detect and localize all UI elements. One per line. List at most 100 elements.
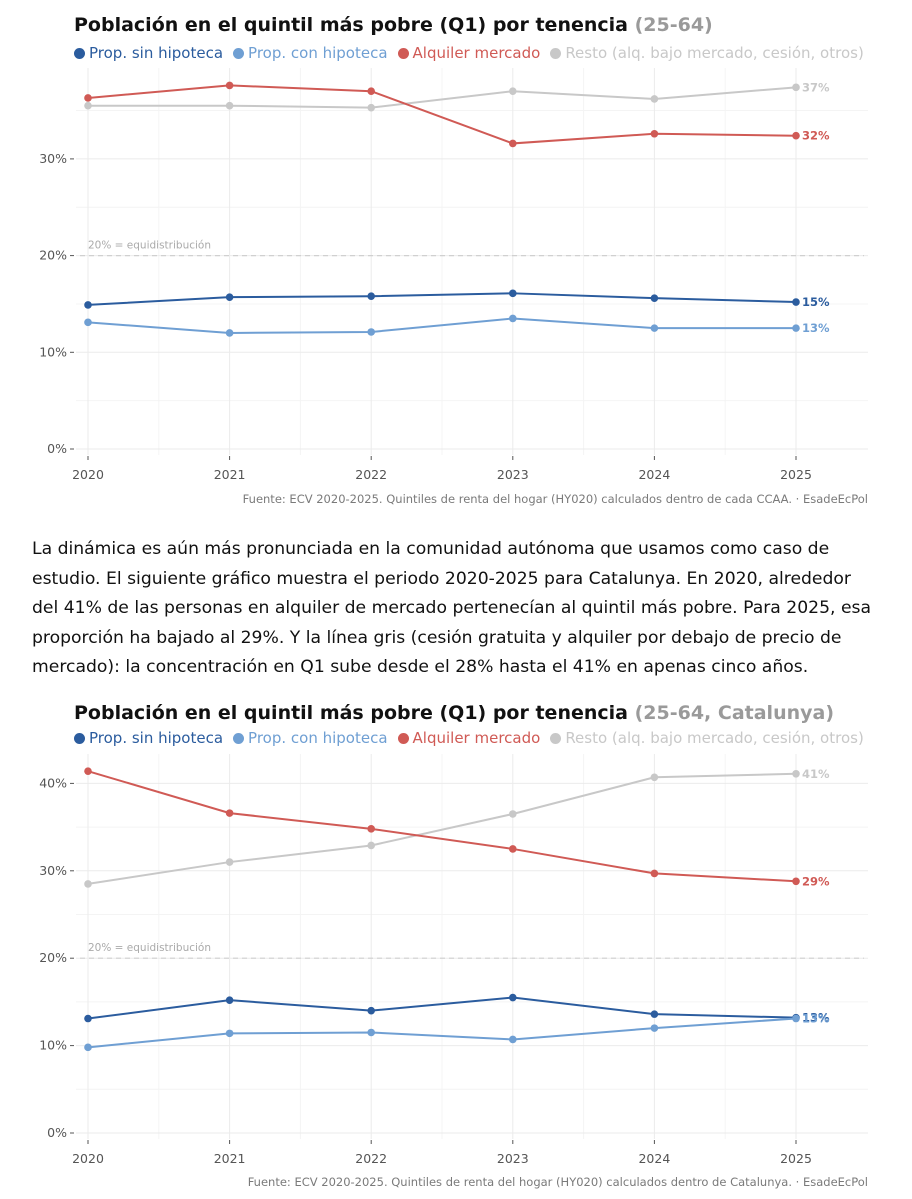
data-point <box>367 841 376 850</box>
legend-item-resto: Resto (alq. bajo mercado, cesión, otros) <box>550 729 864 747</box>
data-point <box>84 880 92 888</box>
data-point <box>84 101 92 110</box>
chart-title: Población en el quintil más pobre (Q1) p… <box>74 702 834 724</box>
legend-dot-icon <box>74 732 85 744</box>
data-point <box>367 1006 376 1015</box>
data-point <box>225 996 234 1004</box>
x-tick-label: 2021 <box>214 1151 246 1166</box>
series-line <box>87 996 797 1020</box>
legend-label: Prop. con hipoteca <box>248 729 388 747</box>
data-point <box>650 869 659 878</box>
equidistribution-label: 20% = equidistribución <box>88 240 211 252</box>
y-tick-label: 0% <box>47 441 67 456</box>
legend-item-resto: Resto (alq. bajo mercado, cesión, otros) <box>550 44 864 62</box>
x-tick-label: 2023 <box>497 1151 529 1166</box>
legend-dot-icon <box>550 732 562 744</box>
data-point <box>792 769 800 778</box>
data-point <box>84 767 92 775</box>
data-point <box>509 1035 517 1044</box>
legend-dot-icon <box>233 732 245 744</box>
data-point <box>367 103 376 112</box>
series-end-label: 13% <box>802 1011 830 1025</box>
data-point <box>792 324 800 332</box>
x-tick-label: 2024 <box>638 1151 670 1166</box>
legend-item-con-hipoteca: Prop. con hipoteca <box>233 44 388 62</box>
series-line <box>87 292 797 306</box>
legend-label: Alquiler mercado <box>412 729 541 747</box>
series-end-label: 37% <box>802 80 830 94</box>
data-point <box>225 101 234 110</box>
data-point <box>367 87 376 96</box>
line-chart-catalunya: 0% 10% 20% 30% 40% 2020 2021 2022 2023 2024 2025 20… <box>39 754 868 1166</box>
data-point <box>225 81 234 90</box>
data-point <box>650 324 659 332</box>
data-point <box>509 993 517 1002</box>
y-tick-label: 20% <box>39 950 67 965</box>
y-tick-label: 30% <box>39 863 67 878</box>
legend-label: Alquiler mercado <box>412 44 541 62</box>
legend-dot-icon <box>397 47 409 59</box>
legend-dot-icon <box>397 732 409 744</box>
chart-title-text: Población en el quintil más pobre (Q1) p… <box>74 14 628 36</box>
data-point <box>225 293 234 301</box>
legend-dot-icon <box>550 47 562 59</box>
x-tick-label: 2020 <box>72 467 104 482</box>
data-point <box>792 83 800 92</box>
data-point <box>367 328 376 336</box>
data-point <box>225 858 234 866</box>
x-tick-label: 2020 <box>72 1151 104 1166</box>
series-end-label: 29% <box>802 874 830 888</box>
data-point <box>650 95 659 103</box>
legend-dot-icon <box>74 47 85 59</box>
series-line <box>87 1017 797 1049</box>
legend-label: Resto (alq. bajo mercado, cesión, otros) <box>565 729 864 747</box>
series-end-label: 13% <box>802 321 830 335</box>
y-tick-label: 10% <box>39 1038 67 1053</box>
y-tick-label: 0% <box>47 1125 67 1140</box>
legend: Prop. sin hipoteca Prop. con hipoteca Al… <box>74 729 864 747</box>
series-line <box>87 317 796 334</box>
chart-subtitle: (25-64) <box>634 14 713 36</box>
chart-source: Fuente: ECV 2020-2025. Quintiles de rent… <box>247 1175 868 1189</box>
legend-item-alquiler-mercado: Alquiler mercado <box>397 729 541 747</box>
series-end-label: 13% <box>802 1012 830 1026</box>
legend: Prop. sin hipoteca Prop. con hipoteca Al… <box>74 44 864 62</box>
data-point <box>509 289 517 298</box>
chart-subtitle: (25-64, Catalunya) <box>634 702 835 724</box>
legend-item-con-hipoteca: Prop. con hipoteca <box>233 729 388 747</box>
data-point <box>509 314 517 323</box>
x-tick-label: 2021 <box>214 467 246 482</box>
data-point <box>367 292 376 301</box>
legend-item-sin-hipoteca: Prop. sin hipoteca <box>74 44 223 62</box>
chart-tenencia-catalunya: 0% 10% 20% 30% 40% 2020 2021 2022 2023 2024 2025 20… <box>0 690 912 1199</box>
data-point <box>509 87 517 96</box>
y-tick-label: 40% <box>39 775 67 790</box>
data-point <box>650 1010 659 1018</box>
data-point <box>225 329 234 337</box>
series-end-label: 32% <box>802 129 830 143</box>
legend-label: Prop. sin hipoteca <box>89 44 224 62</box>
data-point <box>792 298 800 306</box>
data-point <box>509 810 517 818</box>
series-line <box>87 772 797 885</box>
data-point <box>650 129 659 138</box>
chart-tenencia-espana: 0% 10% 20% 30% 2020 2021 2022 2023 2024 2025 20% =… <box>0 0 912 515</box>
legend-item-sin-hipoteca: Prop. sin hipoteca <box>74 729 223 747</box>
data-point <box>367 825 376 833</box>
legend-label: Resto (alq. bajo mercado, cesión, otros) <box>565 44 864 62</box>
data-point <box>792 877 800 886</box>
legend-dot-icon <box>233 47 245 59</box>
series-line <box>88 86 797 109</box>
data-point <box>792 1014 800 1023</box>
data-point <box>84 94 92 102</box>
y-tick-label: 30% <box>39 151 67 166</box>
data-point <box>650 1024 659 1032</box>
series-end-label: 41% <box>802 767 830 781</box>
data-point <box>84 301 92 309</box>
x-tick-label: 2025 <box>780 1151 812 1166</box>
x-tick-label: 2022 <box>355 1151 387 1166</box>
series-line <box>87 770 797 883</box>
y-tick-label: 10% <box>39 344 67 359</box>
x-tick-label: 2023 <box>497 467 529 482</box>
x-tick-label: 2022 <box>355 467 387 482</box>
